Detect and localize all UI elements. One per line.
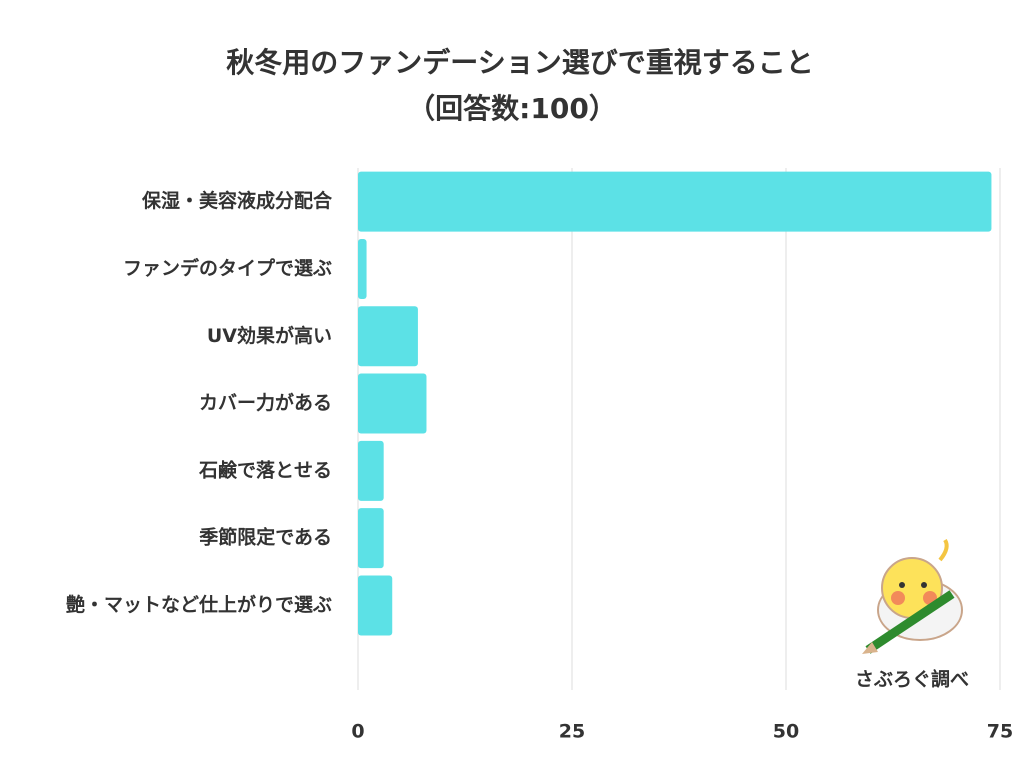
annotation: さぶろぐ調べ [855, 668, 969, 691]
chart-subtitle: （回答数:100） [407, 92, 617, 125]
x-tick-label: 0 [351, 721, 364, 743]
bar [358, 171, 992, 232]
chart-title: 秋冬用のファンデーション選びで重視すること [226, 46, 813, 79]
mascot [862, 538, 963, 654]
bar [358, 238, 367, 299]
x-tick-label: 25 [559, 721, 585, 743]
y-tick-label: 保湿・美容液成分配合 [141, 189, 333, 212]
y-tick-label: カバー力がある [199, 391, 332, 414]
y-tick-label: 季節限定である [199, 526, 332, 549]
y-tick-label: 艶・マットなど仕上がりで選ぶ [66, 593, 332, 616]
x-tick-label: 50 [773, 721, 799, 743]
y-tick-label: 石鹸で落とせる [198, 458, 332, 481]
bar [358, 373, 427, 434]
y-tick-label: ファンデのタイプで選ぶ [123, 256, 332, 279]
y-tick-label: UV効果が高い [207, 324, 332, 347]
bar [358, 440, 384, 501]
bar [358, 508, 384, 569]
x-tick-label: 75 [987, 721, 1013, 743]
bar [358, 575, 393, 636]
bar [358, 306, 418, 367]
